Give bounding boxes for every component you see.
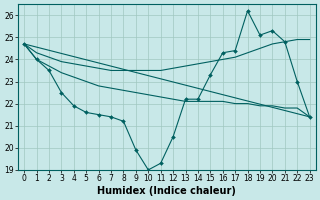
X-axis label: Humidex (Indice chaleur): Humidex (Indice chaleur) (98, 186, 236, 196)
